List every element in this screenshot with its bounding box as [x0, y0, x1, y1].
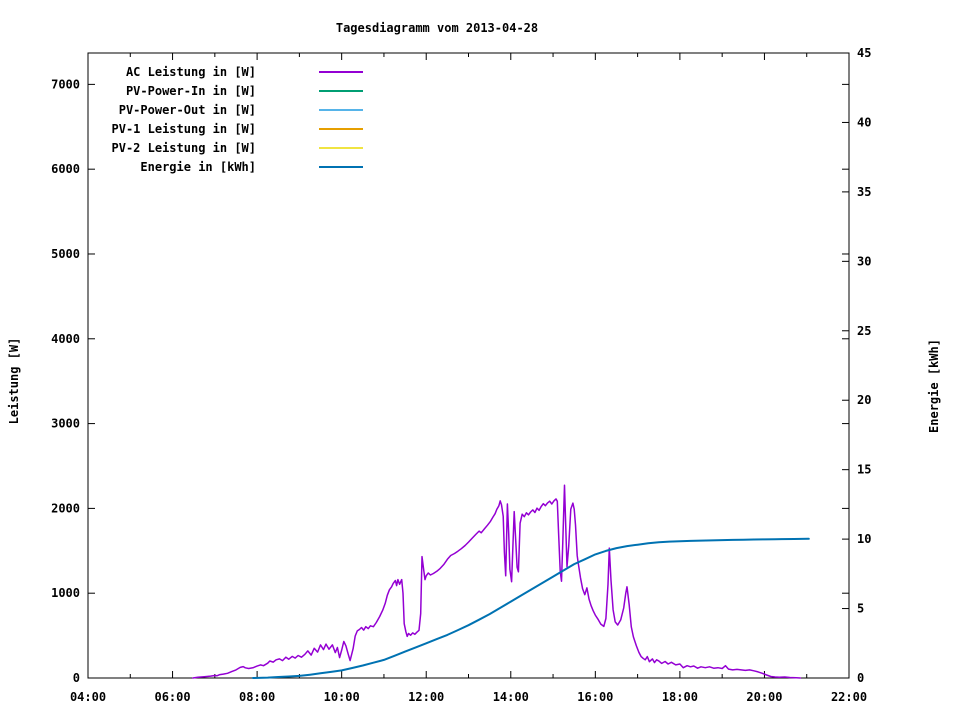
y-right-tick-label: 25 [857, 324, 871, 338]
legend-line-swatch [319, 108, 363, 111]
y-right-tick-label: 20 [857, 393, 871, 407]
legend-label: PV-Power-In in [W] [125, 83, 256, 98]
y-right-tick-label: 30 [857, 254, 871, 268]
y-left-tick-label: 3000 [51, 417, 80, 431]
y-axis-label-left: Leistung [W] [7, 337, 21, 425]
x-tick-label: 04:00 [70, 690, 106, 704]
y-axis-label-right: Energie [kWh] [927, 339, 941, 433]
y-left-tick-label: 4000 [51, 332, 80, 346]
legend-row: AC Leistung in [W] [88, 62, 363, 81]
legend-row: PV-Power-In in [W] [88, 81, 363, 100]
legend-row: PV-2 Leistung in [W] [88, 138, 363, 157]
legend-label: Energie in [kWh] [140, 159, 256, 174]
y-left-tick-label: 7000 [51, 77, 80, 91]
x-tick-label: 22:00 [831, 690, 867, 704]
legend-row: PV-1 Leistung in [W] [88, 119, 363, 138]
y-left-tick-label: 0 [73, 671, 80, 685]
y-right-tick-label: 10 [857, 532, 871, 546]
x-tick-label: 06:00 [154, 690, 190, 704]
legend-row: PV-Power-Out in [W] [88, 100, 363, 119]
y-right-tick-label: 0 [857, 671, 864, 685]
y-right-tick-label: 45 [857, 46, 871, 60]
y-right-tick-label: 5 [857, 602, 864, 616]
legend-line-swatch [319, 146, 363, 149]
legend-label: PV-1 Leistung in [W] [111, 121, 257, 136]
y-left-tick-label: 6000 [51, 162, 80, 176]
y-right-tick-label: 15 [857, 463, 871, 477]
series-line-5 [251, 537, 810, 679]
legend: AC Leistung in [W] PV-Power-In in [W] PV… [88, 62, 363, 176]
y-left-tick-label: 5000 [51, 247, 80, 261]
legend-line-swatch [319, 127, 363, 130]
legend-row: Energie in [kWh] [88, 157, 363, 176]
x-tick-label: 14:00 [493, 690, 529, 704]
y-left-tick-label: 1000 [51, 586, 80, 600]
chart-title: Tagesdiagramm vom 2013-04-28 [335, 21, 539, 35]
x-tick-label: 18:00 [662, 690, 698, 704]
y-right-tick-label: 35 [857, 185, 871, 199]
x-tick-label: 20:00 [746, 690, 782, 704]
legend-label: PV-2 Leistung in [W] [111, 140, 257, 155]
x-tick-label: 10:00 [324, 690, 360, 704]
x-tick-label: 08:00 [239, 690, 275, 704]
legend-label: PV-Power-Out in [W] [118, 102, 256, 117]
legend-line-swatch [319, 89, 363, 92]
x-tick-label: 16:00 [577, 690, 613, 704]
legend-line-swatch [319, 70, 363, 73]
series-line-0 [192, 484, 802, 679]
y-left-tick-label: 2000 [51, 501, 80, 515]
y-right-tick-label: 40 [857, 115, 871, 129]
legend-line-swatch [319, 165, 363, 168]
x-tick-label: 12:00 [408, 690, 444, 704]
legend-label: AC Leistung in [W] [125, 64, 256, 79]
